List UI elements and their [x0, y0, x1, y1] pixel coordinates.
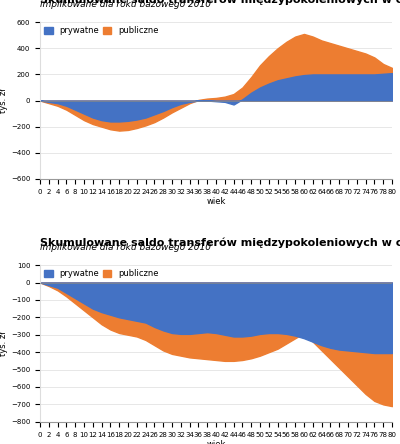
- Text: implikowane dla roku bazowego 2010: implikowane dla roku bazowego 2010: [40, 243, 211, 252]
- Legend: prywatne, publiczne: prywatne, publiczne: [44, 269, 158, 278]
- Text: Skumulowane saldo transferów międzypokoleniowych w cyklu życia - kobiety: Skumulowane saldo transferów międzypokol…: [40, 237, 400, 248]
- Text: implikowane dla roku bazowego 2010: implikowane dla roku bazowego 2010: [40, 0, 211, 9]
- Y-axis label: tys. zł: tys. zł: [0, 331, 8, 356]
- X-axis label: wiek: wiek: [206, 198, 226, 206]
- Legend: prywatne, publiczne: prywatne, publiczne: [44, 26, 158, 36]
- X-axis label: wiek: wiek: [206, 440, 226, 444]
- Y-axis label: tys. zł: tys. zł: [0, 88, 8, 113]
- Text: Skumulowane saldo transferów międzypokoleniowych w cyklu życia - mężczyźni: Skumulowane saldo transferów międzypokol…: [40, 0, 400, 5]
